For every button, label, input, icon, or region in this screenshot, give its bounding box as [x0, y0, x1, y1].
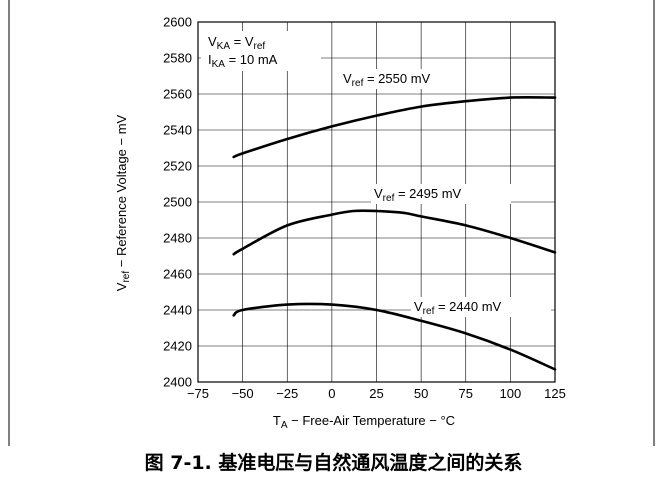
x-tick-label: −75: [187, 386, 209, 401]
plot-area-border: [197, 21, 556, 383]
series-label-bg: [411, 297, 551, 317]
y-tick-label: 2600: [163, 15, 192, 30]
y-tick-label: 2440: [163, 303, 192, 318]
y-tick-label: 2520: [163, 159, 192, 174]
y-tick-label: 2540: [163, 123, 192, 138]
series-line: [232, 96, 557, 159]
x-tick-label: 50: [414, 386, 428, 401]
x-tick-label: 125: [544, 386, 566, 401]
series-labels: Vref = 2550 mV Vref = 2495 mV Vref = 2440 …: [340, 69, 551, 317]
x-tick-label: 0: [328, 386, 335, 401]
figure-caption: 图 7-1. 基准电压与自然通风温度之间的关系: [144, 451, 523, 474]
y-tick-label: 2480: [163, 231, 192, 246]
condition-line: VKA = Vref: [208, 34, 265, 52]
y-tick-labels: 2400 2420 2440 2460 2480 2500 2520 2540 2560 2580…: [163, 15, 192, 390]
y-tick-label: 2580: [163, 51, 192, 66]
x-axis-label: TA − Free-Air Temperature − °C: [273, 413, 455, 431]
y-tick-label: 2400: [163, 375, 192, 390]
y-tick-label: 2500: [163, 195, 192, 210]
x-tick-label: 75: [459, 386, 473, 401]
series-label-bg: [371, 184, 511, 204]
x-tick-label: −25: [276, 386, 298, 401]
series-line: [232, 209, 557, 256]
series-label: Vref = 2440 mV: [414, 299, 502, 317]
series-label-bg: [340, 69, 456, 89]
series-label: Vref = 2495 mV: [374, 186, 462, 204]
chart-svg: 2400 2420 2440 2460 2480 2500 2520 2540 2560 2580…: [8, 0, 655, 446]
y-tick-label: 2460: [163, 267, 192, 282]
y-tick-label: 2420: [163, 339, 192, 354]
x-tick-label: 25: [369, 386, 383, 401]
x-tick-label: 100: [500, 386, 522, 401]
x-tick-labels: −75 −50 −25 0 25 50 75 100 125: [187, 386, 566, 401]
conditions-bg: [201, 31, 321, 71]
series-line: [232, 302, 557, 371]
x-tick-label: −50: [232, 386, 254, 401]
condition-line: IKA = 10 mA: [208, 52, 278, 70]
y-axis-label: Vref − Reference Voltage − mV: [114, 114, 132, 291]
series-label: Vref = 2550 mV: [343, 71, 431, 89]
y-tick-label: 2560: [163, 87, 192, 102]
data-series: [232, 96, 557, 371]
